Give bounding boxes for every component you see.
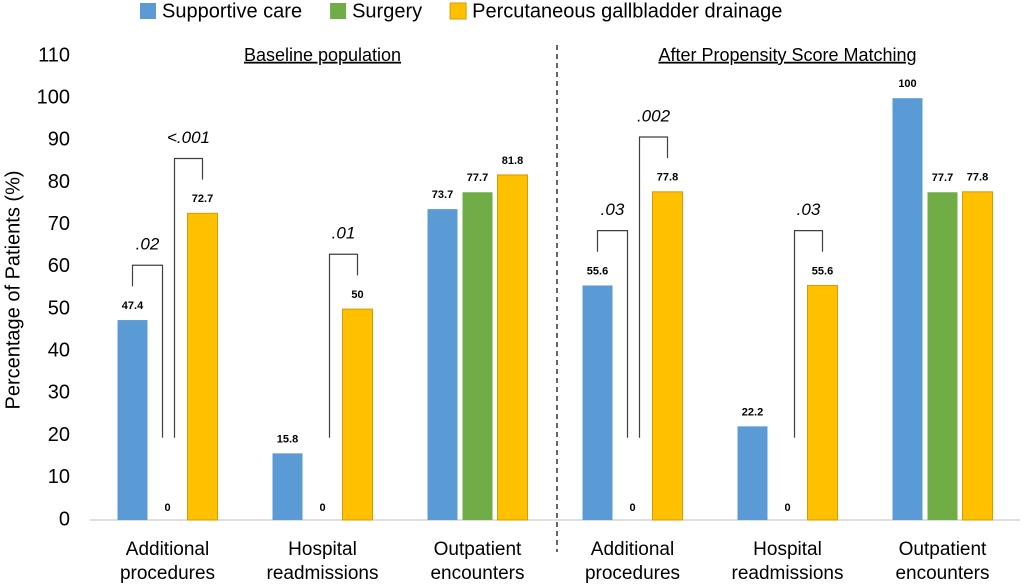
value-label: 73.7 xyxy=(432,189,453,201)
bar xyxy=(807,284,838,521)
bar xyxy=(962,191,993,521)
x-tick-label: Hospital readmissions xyxy=(266,539,379,584)
panel-title: After Propensity Score Matching xyxy=(658,45,916,65)
y-axis-label: Percentage of Patients (%) xyxy=(2,170,24,409)
y-tick-label: 20 xyxy=(48,424,70,446)
value-label: 0 xyxy=(629,502,635,514)
value-label: 72.7 xyxy=(192,193,213,205)
legend-swatch xyxy=(330,3,347,19)
value-label: 81.8 xyxy=(502,155,523,167)
value-label: 55.6 xyxy=(587,265,608,277)
p-value: <.001 xyxy=(167,128,210,147)
value-label: 0 xyxy=(784,502,790,514)
y-tick-label: 0 xyxy=(59,508,70,530)
value-label: 55.6 xyxy=(812,265,833,277)
panel-title: Baseline population xyxy=(244,45,401,65)
value-label: 47.4 xyxy=(122,300,144,312)
bar xyxy=(272,453,303,520)
value-label: 22.2 xyxy=(742,406,763,418)
bar xyxy=(927,192,958,521)
x-tick-label: Additional procedures xyxy=(584,539,681,584)
significance-bracket xyxy=(328,253,359,438)
value-label: 77.8 xyxy=(967,172,988,184)
bar xyxy=(187,212,218,521)
p-value: .02 xyxy=(136,235,160,254)
bar xyxy=(497,174,528,521)
legend-swatch xyxy=(449,2,467,20)
value-label: 0 xyxy=(164,502,170,514)
bar xyxy=(462,192,493,521)
x-tick-label: Hospital readmissions xyxy=(731,539,844,584)
legend-label: Supportive care xyxy=(162,0,302,22)
value-label: 77.7 xyxy=(932,172,953,184)
bar xyxy=(652,191,683,521)
value-label: 15.8 xyxy=(277,433,298,445)
y-tick-label: 50 xyxy=(48,297,70,319)
value-label: 50 xyxy=(351,289,363,301)
y-tick-label: 100 xyxy=(37,86,70,108)
bar xyxy=(737,426,768,520)
y-tick-label: 40 xyxy=(48,340,70,362)
y-tick-label: 110 xyxy=(38,44,70,66)
legend-swatch xyxy=(140,3,156,19)
bar xyxy=(582,285,613,520)
p-value: .002 xyxy=(637,106,671,125)
significance-bracket xyxy=(793,230,824,438)
x-tick-label: Outpatient encounters xyxy=(895,539,990,584)
x-tick-label: Outpatient encounters xyxy=(430,539,525,584)
significance-bracket xyxy=(173,157,204,438)
y-tick-label: 60 xyxy=(48,255,70,277)
bar xyxy=(117,320,148,520)
bar xyxy=(427,209,458,520)
significance-bracket xyxy=(596,230,629,438)
y-tick-label: 30 xyxy=(48,382,70,404)
legend-label: Surgery xyxy=(352,0,422,22)
value-label: 77.8 xyxy=(657,172,678,184)
significance-bracket xyxy=(638,136,669,438)
bar xyxy=(892,98,923,520)
y-tick-label: 90 xyxy=(48,129,70,151)
p-value: .03 xyxy=(601,200,625,219)
y-tick-label: 80 xyxy=(48,171,70,193)
value-label: 0 xyxy=(319,502,325,514)
p-value: .03 xyxy=(797,200,821,219)
x-tick-label: Additional procedures xyxy=(119,539,216,584)
value-label: 77.7 xyxy=(467,172,488,184)
bar xyxy=(342,308,373,521)
value-label: 100 xyxy=(898,78,916,90)
significance-bracket xyxy=(131,264,164,438)
y-tick-label: 70 xyxy=(48,213,70,235)
p-value: .01 xyxy=(332,224,356,243)
y-tick-label: 10 xyxy=(48,466,70,488)
legend-label: Percutaneous gallbladder drainage xyxy=(472,0,782,22)
